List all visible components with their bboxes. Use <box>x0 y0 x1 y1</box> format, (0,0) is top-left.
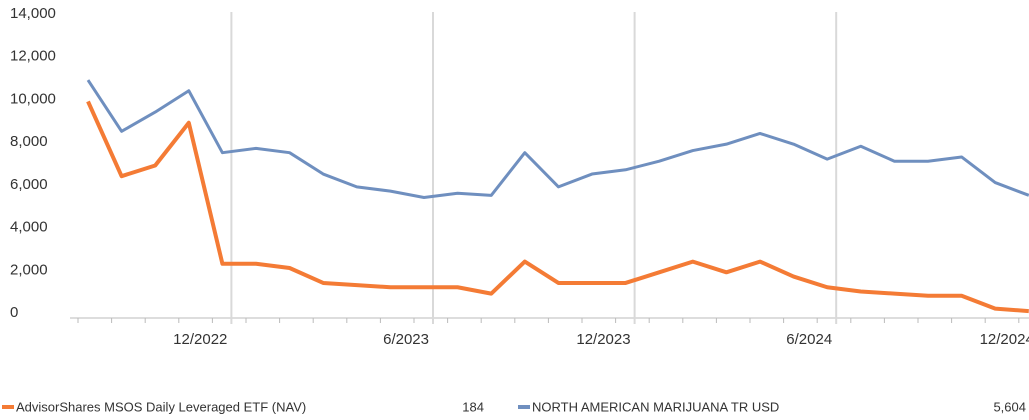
legend-swatch <box>2 405 14 409</box>
legend-label: AdvisorShares MSOS Daily Leveraged ETF (… <box>16 399 306 414</box>
y-tick-label: 12,000 <box>10 48 56 65</box>
y-tick-label: 8,000 <box>10 133 48 150</box>
x-tick-label: 6/2024 <box>786 331 832 348</box>
x-tick-label: 12/2022 <box>173 331 227 348</box>
series-line <box>86 100 1029 314</box>
y-tick-label: 4,000 <box>10 219 48 236</box>
y-tick-label: 2,000 <box>10 261 48 278</box>
x-tick-label: 12/2024 <box>980 331 1029 348</box>
legend-value: 184 <box>462 399 484 414</box>
x-tick-label: 6/2023 <box>383 331 429 348</box>
legend-value: 5,604 <box>993 399 1026 414</box>
y-tick-label: 0 <box>10 304 18 321</box>
series-line <box>86 79 1029 200</box>
y-tick-label: 6,000 <box>10 176 48 193</box>
y-tick-label: 10,000 <box>10 90 56 107</box>
x-tick-label: 12/2023 <box>576 331 630 348</box>
legend-label: NORTH AMERICAN MARIJUANA TR USD <box>532 399 779 414</box>
legend-swatch <box>518 405 530 409</box>
y-tick-label: 14,000 <box>10 5 56 22</box>
